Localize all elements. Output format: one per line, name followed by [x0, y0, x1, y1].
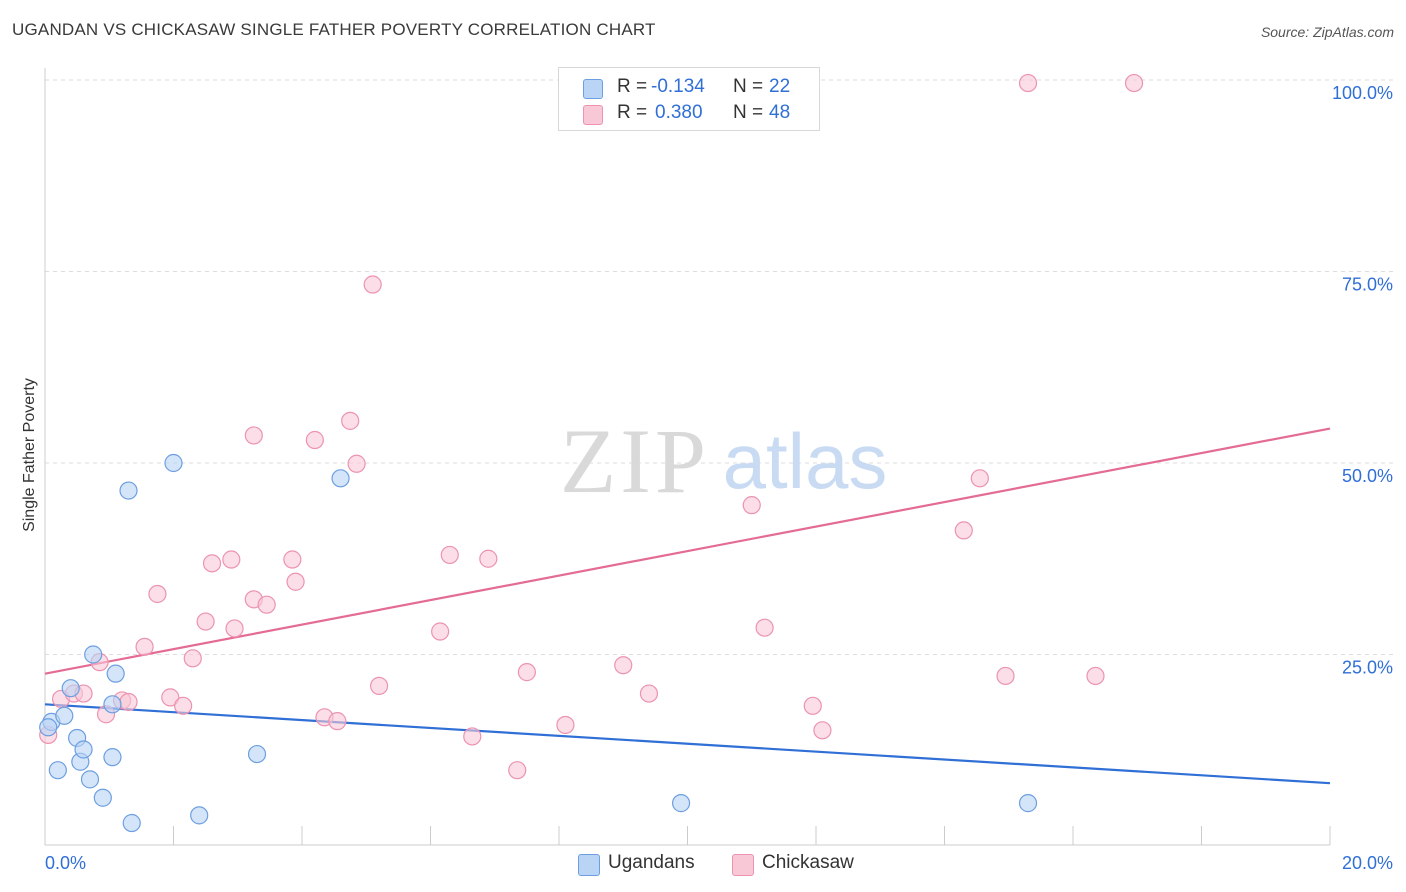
correlation-legend: R = -0.134 N = 22 R = 0.380 N = 48	[558, 67, 820, 131]
ugandans-point	[247, 744, 267, 764]
chickasaw-point	[614, 656, 633, 675]
chickasaw-point	[954, 521, 973, 540]
legend-label: Chickasaw	[762, 852, 854, 873]
data-points	[39, 73, 1144, 833]
chickasaw-point	[1124, 73, 1144, 93]
ugandans-point	[74, 740, 93, 759]
chickasaw-point	[639, 684, 659, 703]
y-tick-label: 100.0%	[1332, 83, 1393, 103]
chickasaw-point	[755, 618, 774, 637]
y-tick-label: 25.0%	[1342, 658, 1393, 678]
chickasaw-point	[244, 426, 263, 445]
chickasaw-point	[222, 550, 241, 569]
chickasaw-swatch	[732, 854, 754, 876]
chickasaw-point	[440, 545, 459, 565]
chickasaw-point	[305, 430, 324, 450]
chickasaw-point	[174, 696, 193, 715]
ugandans-trend-line	[44, 703, 1331, 785]
ugandans-swatch	[583, 79, 603, 99]
x-tick-label: 0.0%	[45, 853, 86, 873]
ugandans-point	[55, 706, 74, 725]
chickasaw-point	[341, 411, 360, 430]
chickasaw-point	[517, 663, 536, 682]
chickasaw-point	[970, 469, 989, 488]
ugandans-point	[84, 645, 103, 664]
n-value: 48	[769, 102, 791, 123]
chickasaw-point	[225, 619, 244, 638]
chickasaw-point	[556, 715, 575, 735]
ugandans-swatch	[578, 854, 600, 876]
ugandans-point	[48, 761, 67, 780]
r-label: R =	[617, 76, 648, 97]
chickasaw-point	[363, 275, 382, 294]
source-credit: Source: ZipAtlas.com	[1260, 24, 1394, 40]
chickasaw-point	[119, 692, 138, 712]
chickasaw-point	[135, 637, 154, 656]
y-axis-label: Single Father Poverty	[21, 378, 38, 532]
chickasaw-point	[328, 712, 347, 731]
r-value: 0.380	[655, 102, 703, 123]
n-label: N =	[733, 76, 764, 97]
trend-lines	[44, 427, 1331, 785]
ugandans-point	[122, 813, 141, 833]
ugandans-point	[103, 695, 122, 714]
chickasaw-point	[370, 676, 389, 696]
chickasaw-point	[257, 595, 276, 614]
ugandans-point	[190, 806, 209, 825]
chickasaw-swatch	[583, 105, 603, 125]
watermark-zip: ZIP	[560, 410, 710, 512]
ugandans-point	[331, 469, 350, 488]
ugandans-point	[106, 664, 125, 683]
chickasaw-point	[813, 721, 832, 740]
ugandans-point	[164, 453, 183, 473]
chickasaw-point	[148, 584, 167, 604]
chickasaw-trend-line	[44, 427, 1331, 675]
ugandans-point	[671, 794, 691, 813]
ugandans-point	[39, 718, 58, 737]
tick-labels: 25.0% 50.0% 75.0% 100.0% 0.0% 20.0%	[45, 83, 1393, 873]
n-label: N =	[733, 102, 764, 123]
chickasaw-point	[479, 549, 498, 568]
chickasaw-point	[161, 688, 180, 707]
ugandans-point	[1018, 794, 1038, 813]
chickasaw-point	[996, 666, 1015, 686]
ugandans-point	[103, 748, 122, 767]
chickasaw-point	[286, 572, 305, 591]
chickasaw-point	[196, 612, 215, 631]
n-value: 22	[769, 76, 791, 97]
chickasaw-point	[1018, 73, 1038, 93]
ugandans-point	[80, 770, 100, 789]
chickasaw-point	[463, 727, 482, 746]
legend-label: Ugandans	[608, 852, 695, 873]
ugandans-point	[119, 481, 138, 500]
chickasaw-point	[508, 761, 527, 780]
chickasaw-point	[742, 496, 761, 515]
chickasaw-point	[283, 550, 302, 569]
gridlines	[45, 79, 1395, 655]
chickasaw-point	[347, 454, 366, 473]
chickasaw-point	[1086, 666, 1105, 686]
chickasaw-point	[431, 622, 450, 641]
chart-title: UGANDAN VS CHICKASAW SINGLE FATHER POVER…	[12, 20, 656, 39]
r-label: R =	[617, 102, 648, 123]
x-tick-label: 20.0%	[1342, 853, 1393, 873]
r-value: -0.134	[651, 76, 705, 97]
ugandans-point	[61, 679, 80, 698]
y-tick-label: 75.0%	[1342, 275, 1393, 295]
ugandans-point	[93, 788, 112, 807]
chickasaw-point	[803, 696, 822, 715]
chickasaw-point	[202, 554, 222, 573]
y-tick-label: 50.0%	[1342, 466, 1393, 486]
watermark-atlas: atlas	[723, 417, 888, 505]
chickasaw-point	[183, 649, 202, 668]
